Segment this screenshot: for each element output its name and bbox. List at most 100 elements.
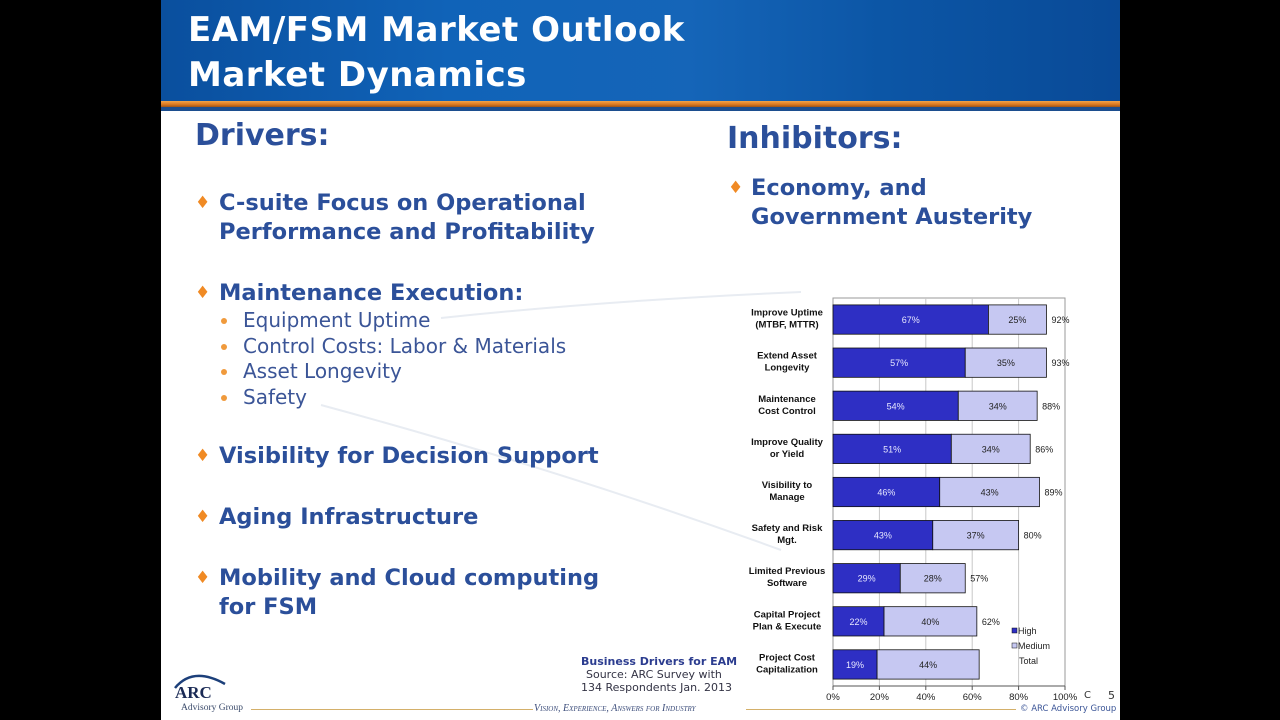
x-tick-label: 0% xyxy=(826,692,840,703)
diamond-bullet-icon: ♦ xyxy=(195,193,211,213)
data-label-medium: 44% xyxy=(919,660,937,670)
driver-line: C-suite Focus on Operational xyxy=(219,190,586,216)
decorative-swoosh xyxy=(320,291,802,551)
data-label-high: 51% xyxy=(883,444,901,454)
data-label-medium: 43% xyxy=(981,488,999,498)
data-label-total: 92% xyxy=(1051,315,1069,325)
sub-item: Control Costs: Labor & Materials xyxy=(243,334,567,358)
bar-medium xyxy=(988,304,1047,335)
category-label: Improve Uptime xyxy=(751,308,823,319)
x-tick-label: 80% xyxy=(1009,692,1029,703)
data-label-medium: 25% xyxy=(1008,315,1026,325)
category-label: Improve Quality xyxy=(751,437,824,448)
diamond-bullet-icon: ♦ xyxy=(195,507,211,527)
dot-bullet-icon xyxy=(221,369,227,375)
data-label-medium: 35% xyxy=(997,358,1015,368)
bar-medium xyxy=(883,606,978,637)
data-label-high: 67% xyxy=(902,315,920,325)
data-label-total: 93% xyxy=(1051,358,1069,368)
data-label-medium: 37% xyxy=(967,531,985,541)
diamond-bullet-icon: ♦ xyxy=(728,178,744,198)
dot-bullet-icon xyxy=(221,344,227,350)
driver-line: Visibility for Decision Support xyxy=(219,443,599,469)
category-label: Cost Control xyxy=(758,406,816,417)
driver-line: Performance and Profitability xyxy=(219,219,595,245)
category-label: Visibility to xyxy=(762,480,813,491)
x-tick-label: 40% xyxy=(916,692,936,703)
footer-tagline: Vision, Experience, Answers for Industry xyxy=(534,703,696,714)
category-label: Safety and Risk xyxy=(752,523,823,534)
category-label: (MTBF, MTTR) xyxy=(755,320,818,331)
category-label: Plan & Execute xyxy=(753,621,822,632)
bar-high xyxy=(832,390,959,421)
slide-header: EAM/FSM Market Outlook Market Dynamics xyxy=(161,0,1120,102)
drivers-heading: Drivers: xyxy=(195,118,330,153)
bar-high xyxy=(832,304,989,335)
slide-title: EAM/FSM Market Outlook xyxy=(188,10,685,50)
chart-source-line1: Source: ARC Survey with xyxy=(586,668,722,681)
driver-line: for FSM xyxy=(219,594,318,620)
bar-medium xyxy=(899,563,966,594)
page-number: 5 xyxy=(1108,689,1115,702)
bar-medium xyxy=(939,476,1040,508)
data-label-high: 29% xyxy=(858,574,876,584)
category-label: Software xyxy=(767,578,807,589)
driver-item-maintenance: Maintenance Execution: xyxy=(219,279,523,308)
data-label-high: 19% xyxy=(846,660,864,670)
category-label: Capital Project xyxy=(754,609,821,620)
dot-bullet-icon xyxy=(221,395,227,401)
category-label: Capitalization xyxy=(756,664,818,675)
inhibitors-heading: Inhibitors: xyxy=(727,121,903,156)
bar-high xyxy=(832,563,901,594)
data-label-medium: 28% xyxy=(924,574,942,584)
data-label-medium: 34% xyxy=(982,444,1000,454)
data-label-high: 46% xyxy=(877,488,895,498)
data-label-medium: 34% xyxy=(989,401,1007,411)
arc-logo-subtext: Advisory Group xyxy=(181,703,244,713)
data-label-high: 54% xyxy=(887,401,905,411)
category-label: Maintenance xyxy=(758,394,816,405)
slide: EAM/FSM Market Outlook Market Dynamics D… xyxy=(161,0,1120,720)
category-label: Project Cost xyxy=(759,652,816,663)
category-label: Limited Previous xyxy=(749,566,826,577)
inhibitor-item-economy: Economy, and Government Austerity xyxy=(751,174,1032,232)
data-label-medium: 40% xyxy=(921,617,939,627)
diamond-bullet-icon: ♦ xyxy=(195,283,211,303)
chart-source-line2: 134 Respondents Jan. 2013 xyxy=(581,681,733,694)
data-label-total: 62% xyxy=(982,617,1000,627)
data-label-total: 89% xyxy=(1044,488,1062,498)
data-label-total: 57% xyxy=(970,574,988,584)
bar-high xyxy=(832,649,878,680)
legend-label-medium: Medium xyxy=(1018,641,1050,651)
category-label: Longevity xyxy=(765,363,811,374)
data-label-total: 88% xyxy=(1042,401,1060,411)
header-accent-stripe xyxy=(161,101,1120,107)
x-tick-label: 60% xyxy=(963,692,983,703)
data-label-high: 57% xyxy=(890,358,908,368)
dot-bullet-icon xyxy=(221,318,227,324)
footer-rule-right xyxy=(746,709,1016,710)
bar-medium xyxy=(957,390,1038,421)
inhibitor-line: Government Austerity xyxy=(751,204,1033,230)
stacked-bar-chart: 0% 20% 40% 60% 80% 100% 67% 25% 92% Improve Uptim… xyxy=(749,297,1078,703)
slide-subtitle: Market Dynamics xyxy=(188,55,527,95)
legend-label-high: High xyxy=(1018,626,1037,636)
x-tick-label: 100% xyxy=(1053,692,1078,703)
header-divider xyxy=(161,107,1120,111)
inhibitor-line: Economy, and xyxy=(751,175,927,201)
driver-line: Aging Infrastructure xyxy=(219,504,479,530)
legend-swatch-high xyxy=(1011,627,1018,634)
x-tick-label: 20% xyxy=(870,692,890,703)
sub-item: Equipment Uptime xyxy=(243,308,431,332)
category-label: Mgt. xyxy=(777,535,797,546)
copyright: © ARC Advisory Group xyxy=(1020,704,1117,714)
diamond-bullet-icon: ♦ xyxy=(195,446,211,466)
sub-item: Asset Longevity xyxy=(243,359,402,383)
category-label: or Yield xyxy=(770,449,805,460)
chart-source-title: Business Drivers for EAM xyxy=(581,655,738,668)
data-label-total: 80% xyxy=(1024,531,1042,541)
bar-high xyxy=(832,433,952,464)
page-marker: C xyxy=(1084,690,1091,701)
driver-line: Mobility and Cloud computing xyxy=(219,565,600,591)
data-label-high: 43% xyxy=(874,531,892,541)
